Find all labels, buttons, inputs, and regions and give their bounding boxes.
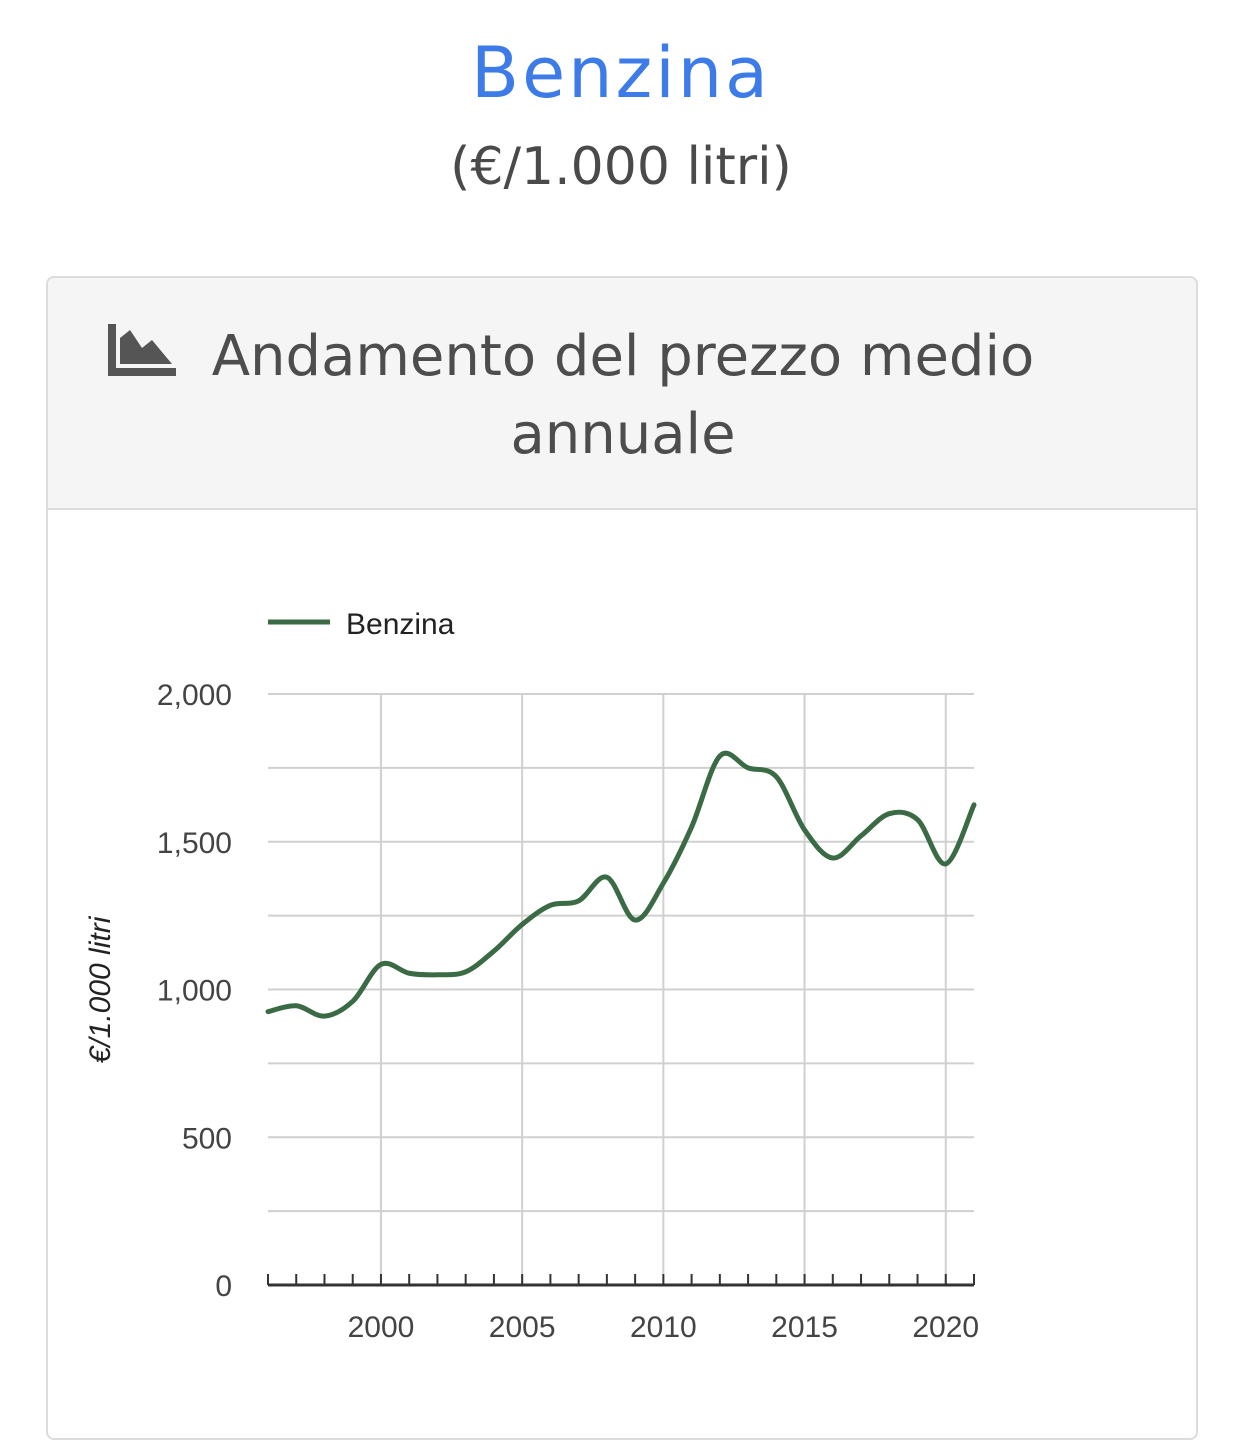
chart-card: Andamento del prezzo medio annuale [46, 276, 1198, 1440]
y-axis-title: €/1.000 litri [84, 915, 117, 1063]
x-tick-label: 2005 [489, 1311, 556, 1344]
series-line-benzina [265, 750, 977, 1019]
x-tick-label: 2020 [912, 1311, 979, 1344]
area-chart-icon [108, 324, 176, 376]
x-tick-label: 2000 [348, 1311, 415, 1344]
y-tick-label: 1,000 [157, 975, 232, 1008]
y-tick-label: 500 [182, 1122, 232, 1155]
x-tick-label: 2010 [630, 1311, 697, 1344]
card-header: Andamento del prezzo medio annuale [48, 278, 1196, 510]
y-tick-label: 2,000 [157, 679, 232, 712]
legend-label: Benzina [346, 608, 455, 641]
x-tick-label: 2015 [771, 1311, 838, 1344]
y-tick-label: 0 [215, 1270, 232, 1303]
y-tick-label: 1,500 [157, 827, 232, 860]
card-title: Andamento del prezzo medio annuale [211, 324, 1035, 467]
page-subtitle: (€/1.000 litri) [450, 137, 792, 197]
page-title: Benzina [471, 32, 771, 114]
